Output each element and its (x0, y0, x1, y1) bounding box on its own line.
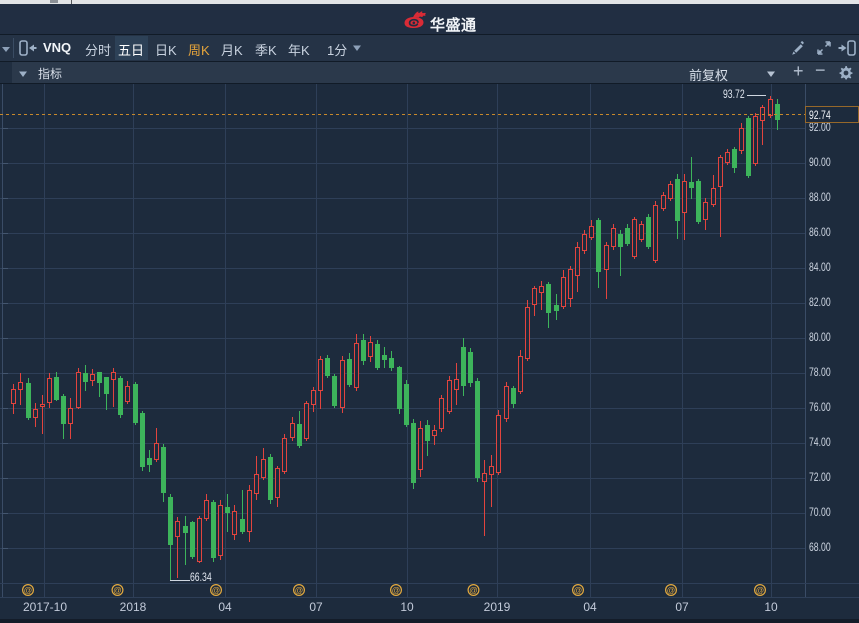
svg-text:@: @ (24, 585, 33, 595)
svg-text:@: @ (392, 585, 401, 595)
svg-text:@: @ (212, 585, 221, 595)
svg-text:@: @ (756, 585, 765, 595)
svg-text:@: @ (469, 585, 478, 595)
svg-text:@: @ (574, 585, 583, 595)
svg-text:@: @ (113, 585, 122, 595)
svg-text:@: @ (295, 585, 304, 595)
svg-text:@: @ (667, 585, 676, 595)
